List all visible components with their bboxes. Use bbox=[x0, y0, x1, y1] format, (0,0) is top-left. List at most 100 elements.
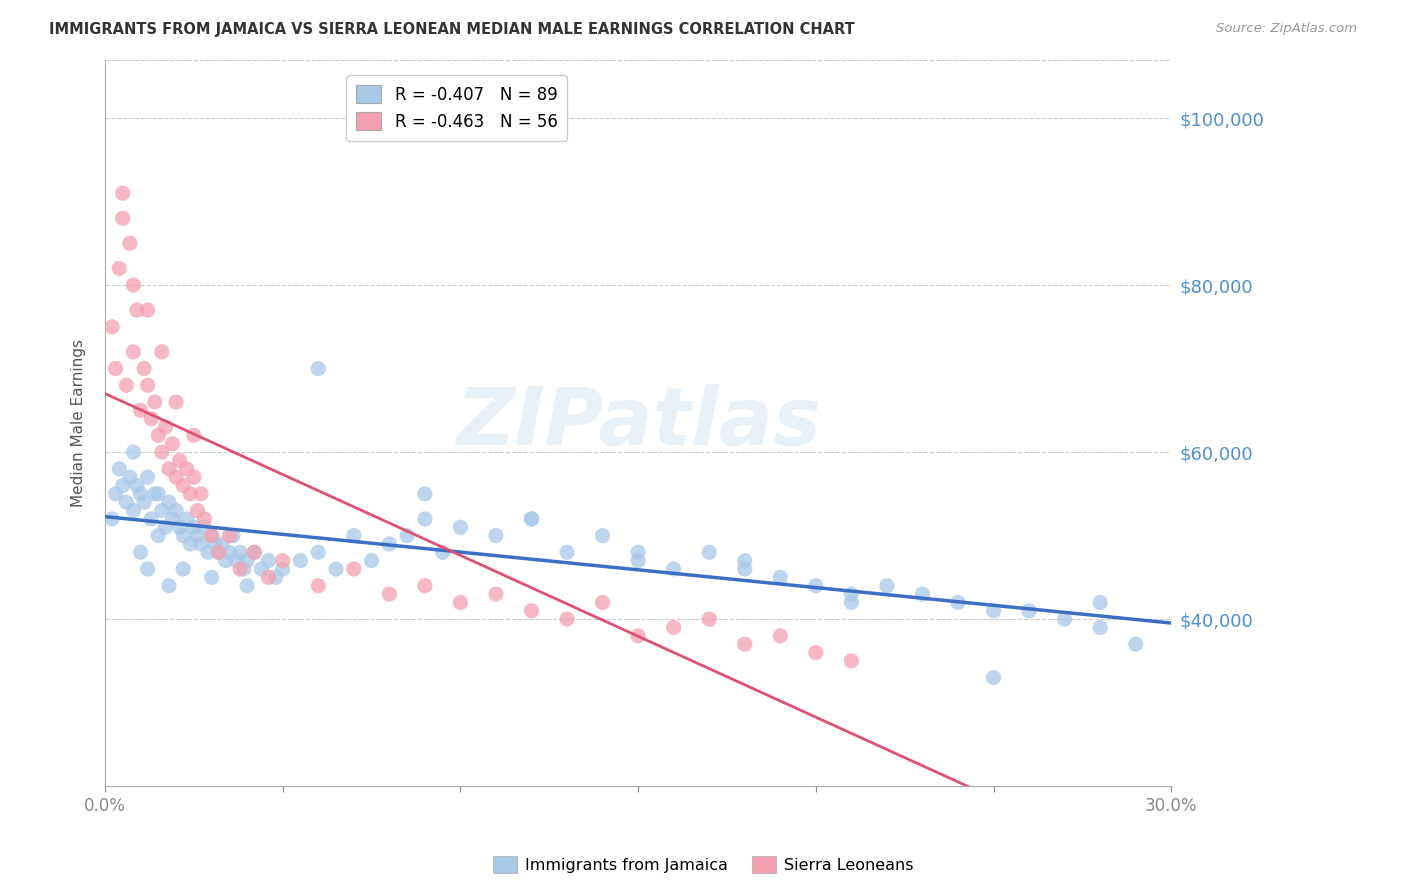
Point bbox=[983, 671, 1005, 685]
Point bbox=[111, 211, 134, 226]
Point bbox=[143, 487, 166, 501]
Point bbox=[208, 545, 231, 559]
Point bbox=[183, 520, 205, 534]
Point bbox=[211, 537, 233, 551]
Point bbox=[215, 554, 238, 568]
Point bbox=[243, 545, 266, 559]
Point bbox=[218, 545, 240, 559]
Point bbox=[1088, 595, 1111, 609]
Point bbox=[592, 595, 614, 609]
Point bbox=[118, 470, 141, 484]
Point bbox=[204, 537, 226, 551]
Point bbox=[413, 487, 436, 501]
Point bbox=[627, 545, 650, 559]
Point bbox=[132, 495, 155, 509]
Point bbox=[165, 503, 187, 517]
Point bbox=[155, 520, 177, 534]
Point bbox=[236, 554, 259, 568]
Point bbox=[129, 487, 152, 501]
Point bbox=[555, 612, 578, 626]
Point bbox=[165, 395, 187, 409]
Point bbox=[155, 420, 177, 434]
Point bbox=[193, 520, 215, 534]
Point bbox=[232, 562, 254, 576]
Point bbox=[129, 403, 152, 417]
Point bbox=[734, 554, 756, 568]
Point bbox=[264, 570, 287, 584]
Point bbox=[122, 278, 145, 293]
Point bbox=[115, 495, 138, 509]
Point bbox=[136, 378, 159, 392]
Point bbox=[148, 528, 170, 542]
Point bbox=[150, 503, 173, 517]
Point bbox=[136, 470, 159, 484]
Point bbox=[172, 562, 194, 576]
Point bbox=[190, 537, 212, 551]
Point bbox=[307, 579, 329, 593]
Point bbox=[697, 545, 720, 559]
Point bbox=[804, 646, 827, 660]
Point bbox=[179, 487, 201, 501]
Point bbox=[271, 554, 294, 568]
Point bbox=[186, 528, 208, 542]
Point bbox=[257, 570, 280, 584]
Point bbox=[157, 495, 180, 509]
Point bbox=[183, 428, 205, 442]
Point bbox=[143, 395, 166, 409]
Point bbox=[257, 554, 280, 568]
Point bbox=[876, 579, 898, 593]
Point bbox=[122, 344, 145, 359]
Point bbox=[841, 587, 863, 601]
Point bbox=[118, 236, 141, 251]
Point bbox=[396, 528, 419, 542]
Point bbox=[162, 436, 184, 450]
Point bbox=[627, 554, 650, 568]
Point bbox=[627, 629, 650, 643]
Point bbox=[176, 462, 198, 476]
Point bbox=[225, 554, 247, 568]
Point bbox=[108, 261, 131, 276]
Point bbox=[176, 512, 198, 526]
Point bbox=[520, 512, 543, 526]
Point bbox=[413, 512, 436, 526]
Point bbox=[148, 428, 170, 442]
Point bbox=[150, 445, 173, 459]
Point bbox=[271, 562, 294, 576]
Point bbox=[190, 487, 212, 501]
Point bbox=[125, 303, 148, 318]
Point bbox=[141, 512, 163, 526]
Point bbox=[101, 319, 124, 334]
Point bbox=[378, 587, 401, 601]
Point bbox=[193, 512, 215, 526]
Point bbox=[485, 528, 508, 542]
Point bbox=[983, 604, 1005, 618]
Point bbox=[179, 537, 201, 551]
Point bbox=[201, 528, 224, 542]
Point bbox=[520, 512, 543, 526]
Point bbox=[841, 595, 863, 609]
Point bbox=[449, 595, 471, 609]
Point bbox=[208, 545, 231, 559]
Point bbox=[662, 620, 685, 634]
Point bbox=[201, 528, 224, 542]
Point bbox=[162, 512, 184, 526]
Text: IMMIGRANTS FROM JAMAICA VS SIERRA LEONEAN MEDIAN MALE EARNINGS CORRELATION CHART: IMMIGRANTS FROM JAMAICA VS SIERRA LEONEA… bbox=[49, 22, 855, 37]
Point bbox=[222, 528, 245, 542]
Point bbox=[186, 503, 208, 517]
Point bbox=[165, 470, 187, 484]
Point bbox=[1125, 637, 1147, 651]
Point bbox=[804, 579, 827, 593]
Point bbox=[236, 579, 259, 593]
Point bbox=[734, 637, 756, 651]
Point bbox=[307, 361, 329, 376]
Point bbox=[104, 487, 127, 501]
Point bbox=[111, 478, 134, 492]
Point bbox=[169, 453, 191, 467]
Point bbox=[148, 487, 170, 501]
Point bbox=[697, 612, 720, 626]
Point bbox=[769, 629, 792, 643]
Point bbox=[946, 595, 969, 609]
Point bbox=[129, 545, 152, 559]
Point bbox=[104, 361, 127, 376]
Point bbox=[378, 537, 401, 551]
